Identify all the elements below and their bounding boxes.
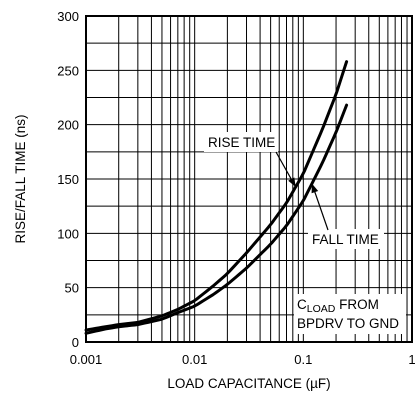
x-tick-label: 0.1 xyxy=(294,352,312,367)
fall-time-label: FALL TIME xyxy=(312,232,379,247)
fall-time-arrowhead xyxy=(311,183,319,194)
x-tick-label: 0.01 xyxy=(182,352,207,367)
cload-note-from: FROM xyxy=(335,297,379,312)
y-tick-label: 250 xyxy=(57,63,79,78)
fall-time-label-bg xyxy=(308,229,384,249)
cload-note: CLOAD FROM BPDRV TO GND xyxy=(294,294,406,334)
y-tick-label: 100 xyxy=(57,226,79,241)
y-axis-label: RISE/FALL TIME (ns) xyxy=(13,114,28,243)
y-tick-label: 300 xyxy=(57,9,79,24)
cload-note-subscript: LOAD xyxy=(307,303,336,315)
fall-time-curve xyxy=(84,103,349,335)
x-tick-label: 1 xyxy=(408,352,415,367)
x-axis-label: LOAD CAPACITANCE (µF) xyxy=(167,376,330,391)
rise-time-arrowhead xyxy=(288,177,296,187)
cload-note-bg xyxy=(294,294,406,334)
fall-time-annotation: FALL TIME xyxy=(308,183,384,249)
x-tick-label: 0.001 xyxy=(70,352,103,367)
grid xyxy=(86,16,412,342)
cload-note-line2: BPDRV TO GND xyxy=(297,316,399,331)
plot-frame xyxy=(85,15,413,343)
rise-time-label-bg xyxy=(204,132,278,152)
rise-time-annotation: RISE TIME xyxy=(204,132,297,188)
y-tick-label: 50 xyxy=(65,281,79,296)
rise-time-curve xyxy=(84,60,349,332)
x-tick-labels: 0.001 0.01 0.1 1 xyxy=(70,352,416,367)
rise-time-label: RISE TIME xyxy=(208,135,275,150)
y-tick-label: 150 xyxy=(57,172,79,187)
y-tick-label: 0 xyxy=(72,335,79,350)
y-tick-label: 200 xyxy=(57,118,79,133)
curves xyxy=(84,60,349,335)
cload-note-line1: CLOAD FROM xyxy=(297,297,379,315)
cload-note-c: C xyxy=(297,297,307,312)
y-tick-labels: 0 50 100 150 200 250 300 xyxy=(57,9,79,350)
